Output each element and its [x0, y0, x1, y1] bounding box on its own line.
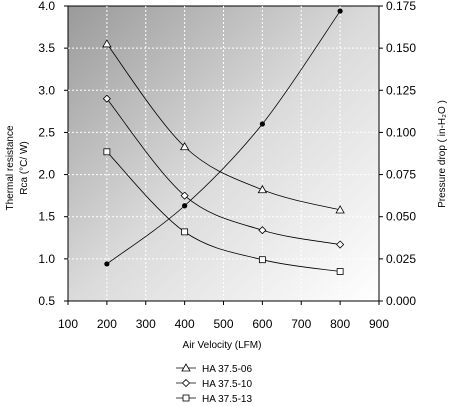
series-line-ha-37-5-06	[106, 43, 341, 211]
square-marker	[181, 228, 189, 236]
legend-label: HA 37.5-13	[202, 394, 252, 405]
y-tick-label: 4.0	[38, 0, 55, 13]
y2-axis-ticks: 0.000 0.025 0.050 0.075 0.100 0.125 0.150 0.175	[379, 0, 416, 308]
x-tick-label: 500	[213, 317, 233, 331]
legend: HA 37.5-06 HA 37.5-10 HA 37.5-13	[176, 363, 252, 405]
y-axis-title-line2: Rca (°C/ W)	[19, 141, 30, 194]
square-marker	[182, 394, 190, 402]
triangle-marker	[102, 39, 112, 48]
gridlines	[68, 6, 379, 301]
triangle-marker	[257, 184, 268, 194]
y2-tick-label: 0.175	[386, 0, 416, 13]
y2-tick-label: 0.075	[386, 168, 416, 182]
diamond-marker	[336, 240, 345, 249]
filled-circle-marker	[104, 261, 110, 267]
diamond-marker	[180, 191, 189, 200]
y-axis-title-line1: Thermal resistance	[5, 125, 16, 210]
series-line-ha-37-5-10	[106, 98, 341, 245]
filled-circle-marker	[259, 121, 265, 127]
y2-tick-label: 0.025	[386, 252, 416, 266]
y-tick-label: 3.5	[38, 41, 55, 55]
triangle-marker	[335, 205, 345, 214]
legend-label: HA 37.5-06	[202, 364, 252, 375]
square-marker	[103, 148, 111, 156]
y-tick-label: 0.5	[38, 294, 55, 308]
x-axis-ticks: 100 200 300 400 500 600 700 800 900	[58, 301, 389, 331]
diamond-marker	[258, 226, 267, 235]
diamond-marker	[181, 378, 191, 388]
y2-tick-label: 0.125	[386, 83, 416, 97]
x-tick-label: 800	[330, 317, 350, 331]
y2-tick-label: 0.050	[386, 210, 416, 224]
triangle-marker	[181, 363, 191, 372]
x-tick-label: 900	[369, 317, 389, 331]
y-tick-label: 2.0	[38, 168, 55, 182]
triangle-marker	[179, 141, 190, 151]
x-tick-label: 100	[58, 317, 78, 331]
x-tick-label: 600	[252, 317, 272, 331]
y-tick-label: 1.0	[38, 252, 55, 266]
x-tick-label: 400	[175, 317, 195, 331]
square-marker	[258, 256, 266, 264]
series-group	[102, 8, 345, 275]
filled-circle-marker	[182, 203, 188, 209]
filled-circle-marker	[337, 8, 343, 14]
y-tick-label: 1.5	[38, 210, 55, 224]
x-axis-title: Air Velocity (LFM)	[183, 340, 262, 351]
diamond-marker	[102, 94, 111, 103]
x-tick-label: 700	[291, 317, 311, 331]
x-tick-label: 200	[97, 317, 117, 331]
series-line-ha-37-5-13	[106, 151, 341, 272]
square-marker	[336, 268, 344, 275]
y2-tick-label: 0.000	[386, 294, 416, 308]
y2-axis-title: Pressure drop ( in-H₂O )	[437, 100, 448, 208]
legend-label: HA 37.5-10	[202, 379, 252, 390]
series-line-pressure-drop	[106, 10, 341, 265]
x-tick-label: 300	[136, 317, 156, 331]
y2-tick-label: 0.100	[386, 125, 416, 139]
y2-tick-label: 0.150	[386, 41, 416, 55]
y-tick-label: 3.0	[38, 83, 55, 97]
y-axis-ticks: 0.5 1.0 1.5 2.0 2.5 3.0 3.5 4.0	[38, 0, 68, 308]
y-tick-label: 2.5	[38, 125, 55, 139]
